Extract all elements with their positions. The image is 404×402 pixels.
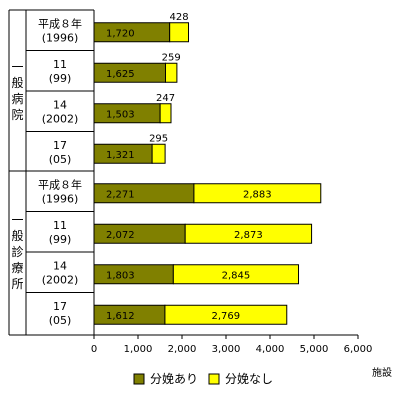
legend-swatch-without-delivery bbox=[208, 373, 220, 385]
category-sub-label: (2002) bbox=[42, 273, 79, 286]
value-label-without-delivery: 295 bbox=[149, 133, 168, 144]
group-label-char: 般 bbox=[11, 75, 23, 90]
x-tick-label: 0 bbox=[91, 344, 97, 355]
value-label-without-delivery: 2,883 bbox=[243, 189, 272, 200]
group-label-char: 一 bbox=[11, 213, 23, 227]
category-sub-label: (99) bbox=[49, 72, 72, 85]
value-label-without-delivery: 259 bbox=[162, 52, 181, 63]
group-label-char: 所 bbox=[11, 277, 23, 291]
value-label-without-delivery: 428 bbox=[170, 12, 189, 23]
group-label-char: 療 bbox=[11, 261, 23, 275]
value-label-without-delivery: 2,845 bbox=[222, 270, 251, 281]
value-label-without-delivery: 2,873 bbox=[234, 230, 263, 241]
legend-label-with-delivery: 分娩あり bbox=[150, 372, 198, 386]
x-tick-label: 3,000 bbox=[212, 344, 241, 355]
legend-label-without-delivery: 分娩なし bbox=[225, 372, 273, 386]
value-label-with-delivery: 2,271 bbox=[106, 189, 135, 200]
x-tick-label: 1,000 bbox=[124, 344, 153, 355]
x-tick-label: 5,000 bbox=[300, 344, 329, 355]
category-year-label: 17 bbox=[53, 300, 67, 313]
category-sub-label: (1996) bbox=[42, 192, 79, 205]
category-year-label: 17 bbox=[53, 139, 67, 152]
category-sub-label: (99) bbox=[49, 233, 72, 246]
value-label-with-delivery: 1,720 bbox=[106, 28, 135, 39]
value-label-with-delivery: 1,612 bbox=[106, 311, 135, 322]
value-label-with-delivery: 1,503 bbox=[106, 109, 135, 120]
group-label-char: 病 bbox=[11, 91, 23, 106]
category-year-label: 14 bbox=[53, 259, 67, 272]
x-tick-label: 6,000 bbox=[344, 344, 373, 355]
group-label-char: 院 bbox=[11, 108, 23, 122]
category-year-label: 11 bbox=[53, 58, 67, 71]
category-year-label: 11 bbox=[53, 219, 67, 232]
value-label-without-delivery: 2,769 bbox=[212, 311, 241, 322]
category-year-label: 14 bbox=[53, 98, 67, 111]
group-label-char: 一 bbox=[11, 60, 23, 74]
value-label-with-delivery: 1,321 bbox=[106, 150, 135, 161]
bar-without-delivery bbox=[172, 264, 300, 285]
bar-without-delivery bbox=[164, 304, 288, 325]
bar-without-delivery bbox=[165, 62, 178, 83]
legend-swatch-with-delivery bbox=[133, 373, 145, 385]
bar-without-delivery bbox=[193, 183, 322, 204]
category-sub-label: (2002) bbox=[42, 112, 79, 125]
bar-without-delivery bbox=[169, 22, 190, 43]
x-tick-label: 2,000 bbox=[168, 344, 197, 355]
bar-without-delivery bbox=[184, 223, 313, 244]
bar-without-delivery bbox=[151, 143, 166, 164]
x-axis-label: 施設 bbox=[372, 366, 392, 379]
category-sub-label: (05) bbox=[49, 153, 72, 166]
category-sub-label: (05) bbox=[49, 314, 72, 327]
category-year-label: 平成８年 bbox=[38, 16, 82, 30]
category-year-label: 平成８年 bbox=[38, 177, 82, 191]
value-label-without-delivery: 247 bbox=[156, 93, 175, 104]
x-tick-label: 4,000 bbox=[256, 344, 285, 355]
bar-without-delivery bbox=[159, 103, 172, 124]
value-label-with-delivery: 1,803 bbox=[106, 270, 135, 281]
group-label-char: 般 bbox=[11, 228, 23, 243]
value-label-with-delivery: 1,625 bbox=[106, 69, 135, 80]
group-label-char: 診 bbox=[11, 244, 23, 259]
value-label-with-delivery: 2,072 bbox=[106, 230, 135, 241]
category-sub-label: (1996) bbox=[42, 31, 79, 44]
